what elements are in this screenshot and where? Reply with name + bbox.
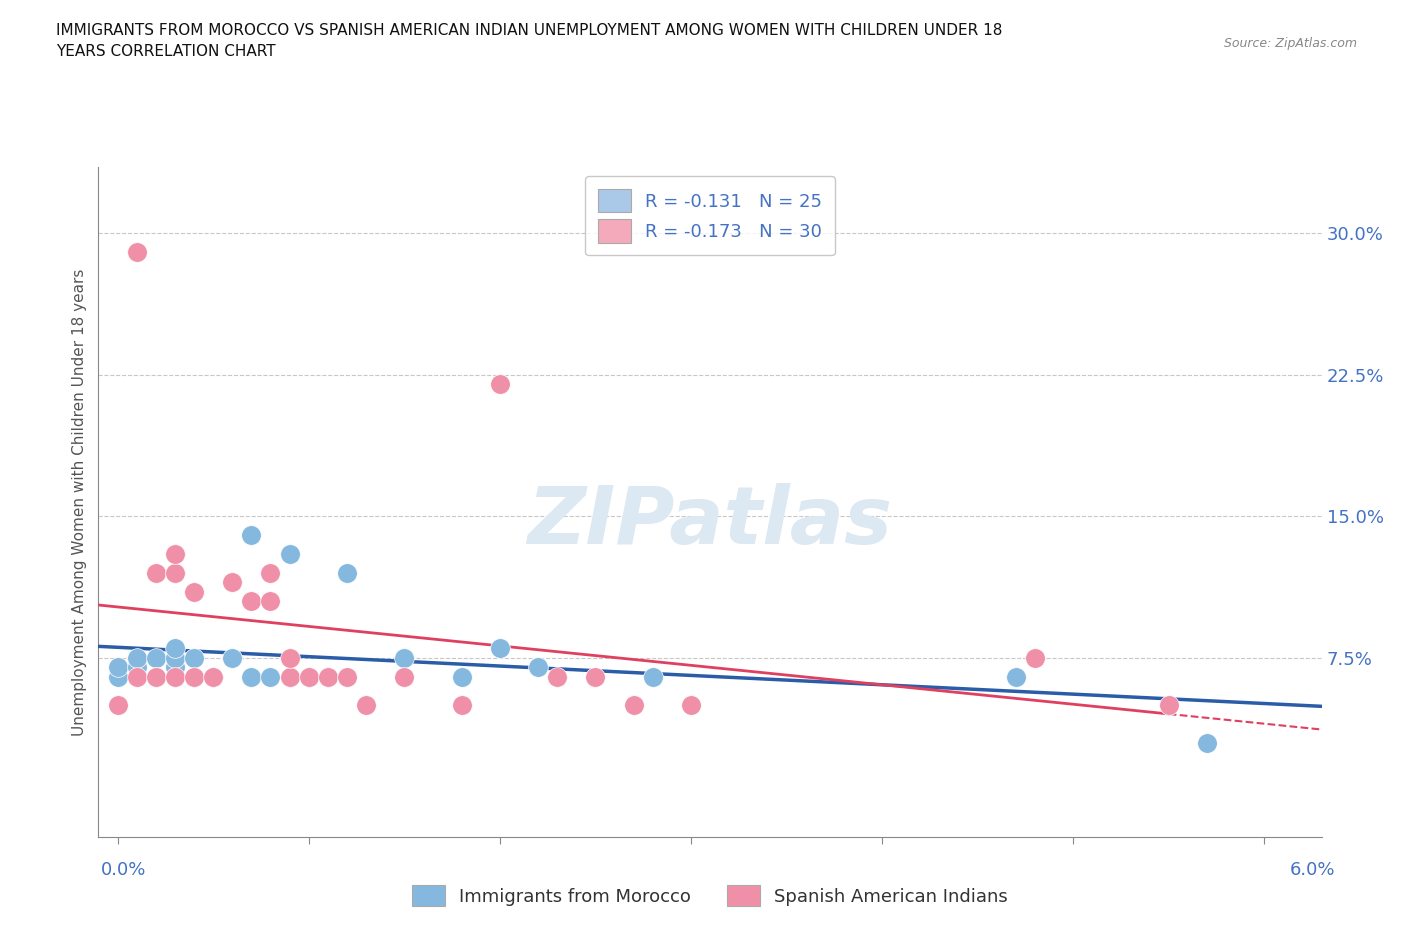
- Y-axis label: Unemployment Among Women with Children Under 18 years: Unemployment Among Women with Children U…: [72, 269, 87, 736]
- Point: [221, 650, 243, 665]
- Point: [336, 670, 359, 684]
- Point: [221, 575, 243, 590]
- Point: [183, 650, 205, 665]
- Point: [125, 670, 148, 684]
- Point: [298, 670, 321, 684]
- Point: [488, 377, 510, 392]
- Point: [145, 565, 167, 580]
- Point: [298, 670, 321, 684]
- Point: [259, 593, 281, 608]
- Point: [163, 650, 186, 665]
- Point: [583, 670, 606, 684]
- Point: [145, 670, 167, 684]
- Point: [202, 670, 225, 684]
- Point: [278, 650, 301, 665]
- Text: ZIPatlas: ZIPatlas: [527, 484, 893, 562]
- Point: [278, 670, 301, 684]
- Point: [1195, 736, 1218, 751]
- Point: [259, 670, 281, 684]
- Point: [278, 547, 301, 562]
- Point: [527, 659, 550, 674]
- Point: [107, 670, 129, 684]
- Point: [125, 245, 148, 259]
- Point: [163, 565, 186, 580]
- Point: [1157, 698, 1180, 712]
- Point: [392, 650, 415, 665]
- Point: [546, 670, 568, 684]
- Text: 0.0%: 0.0%: [101, 860, 146, 879]
- Text: IMMIGRANTS FROM MOROCCO VS SPANISH AMERICAN INDIAN UNEMPLOYMENT AMONG WOMEN WITH: IMMIGRANTS FROM MOROCCO VS SPANISH AMERI…: [56, 23, 1002, 60]
- Point: [679, 698, 702, 712]
- Text: 6.0%: 6.0%: [1291, 860, 1336, 879]
- Point: [392, 670, 415, 684]
- Text: Source: ZipAtlas.com: Source: ZipAtlas.com: [1223, 37, 1357, 50]
- Point: [163, 547, 186, 562]
- Point: [1004, 670, 1026, 684]
- Point: [240, 670, 263, 684]
- Point: [278, 670, 301, 684]
- Point: [163, 659, 186, 674]
- Point: [183, 584, 205, 599]
- Point: [1024, 650, 1046, 665]
- Point: [336, 565, 359, 580]
- Point: [163, 641, 186, 656]
- Point: [125, 659, 148, 674]
- Legend: Immigrants from Morocco, Spanish American Indians: Immigrants from Morocco, Spanish America…: [404, 876, 1017, 915]
- Point: [145, 650, 167, 665]
- Point: [183, 670, 205, 684]
- Point: [641, 670, 664, 684]
- Point: [202, 670, 225, 684]
- Point: [163, 670, 186, 684]
- Point: [145, 670, 167, 684]
- Point: [450, 670, 472, 684]
- Point: [259, 565, 281, 580]
- Point: [316, 670, 339, 684]
- Point: [450, 698, 472, 712]
- Point: [240, 527, 263, 542]
- Point: [183, 670, 205, 684]
- Point: [354, 698, 377, 712]
- Point: [107, 698, 129, 712]
- Point: [240, 593, 263, 608]
- Point: [488, 641, 510, 656]
- Point: [107, 659, 129, 674]
- Point: [125, 650, 148, 665]
- Point: [623, 698, 645, 712]
